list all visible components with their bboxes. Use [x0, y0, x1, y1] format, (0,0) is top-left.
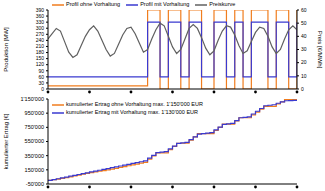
svg-text:150: 150	[36, 55, 45, 61]
html-text:kumulierter Ertrag ohne Vorhal: kumulierter Ertrag ohne Vorhaltung max. …	[66, 101, 203, 107]
svg-text:550'000: 550'000	[25, 138, 44, 144]
svg-text:20: 20	[301, 59, 307, 65]
svg-text:Produktion [MW]: Produktion [MW]	[8, 27, 9, 72]
svg-text:300: 300	[36, 25, 45, 31]
svg-text:150'000: 150'000	[25, 167, 44, 173]
svg-text:360: 360	[36, 13, 45, 19]
svg-text:240: 240	[36, 37, 45, 43]
svg-text:950'000: 950'000	[25, 110, 44, 116]
svg-text:390: 390	[36, 7, 45, 13]
svg-text:Preis [€/MWh]: Preis [€/MWh]	[317, 31, 318, 69]
html-text:kumulierter Ertrag mit Vorhalt: kumulierter Ertrag mit Vorhaltung max. 1…	[66, 109, 198, 115]
svg-text:30: 30	[38, 80, 44, 86]
svg-text:60: 60	[38, 74, 44, 80]
svg-text:180: 180	[36, 49, 45, 55]
svg-text:-50'000: -50'000	[26, 181, 44, 187]
svg-text:0: 0	[41, 86, 44, 92]
svg-text:350'000: 350'000	[25, 153, 44, 159]
svg-text:330: 330	[36, 19, 45, 25]
svg-text:30: 30	[301, 46, 307, 52]
svg-text:kumulierter Ertrag [€]: kumulierter Ertrag [€]	[8, 113, 9, 169]
html-text:Profil mit Vorhaltung: Profil mit Vorhaltung	[140, 1, 190, 7]
svg-text:1'150'000: 1'150'000	[20, 96, 44, 102]
svg-text:0: 0	[301, 86, 304, 92]
svg-text:210: 210	[36, 43, 45, 49]
svg-text:60: 60	[301, 7, 307, 13]
html-text:Preiskurve: Preiskurve	[209, 1, 236, 7]
svg-text:270: 270	[36, 31, 45, 37]
svg-text:10: 10	[301, 73, 307, 79]
svg-text:90: 90	[38, 68, 44, 74]
svg-text:750'000: 750'000	[25, 124, 44, 130]
svg-text:40: 40	[301, 33, 307, 39]
svg-text:50: 50	[301, 20, 307, 26]
html-text:Profil ohne Vorhaltung: Profil ohne Vorhaltung	[66, 1, 121, 7]
svg-text:120: 120	[36, 61, 45, 67]
